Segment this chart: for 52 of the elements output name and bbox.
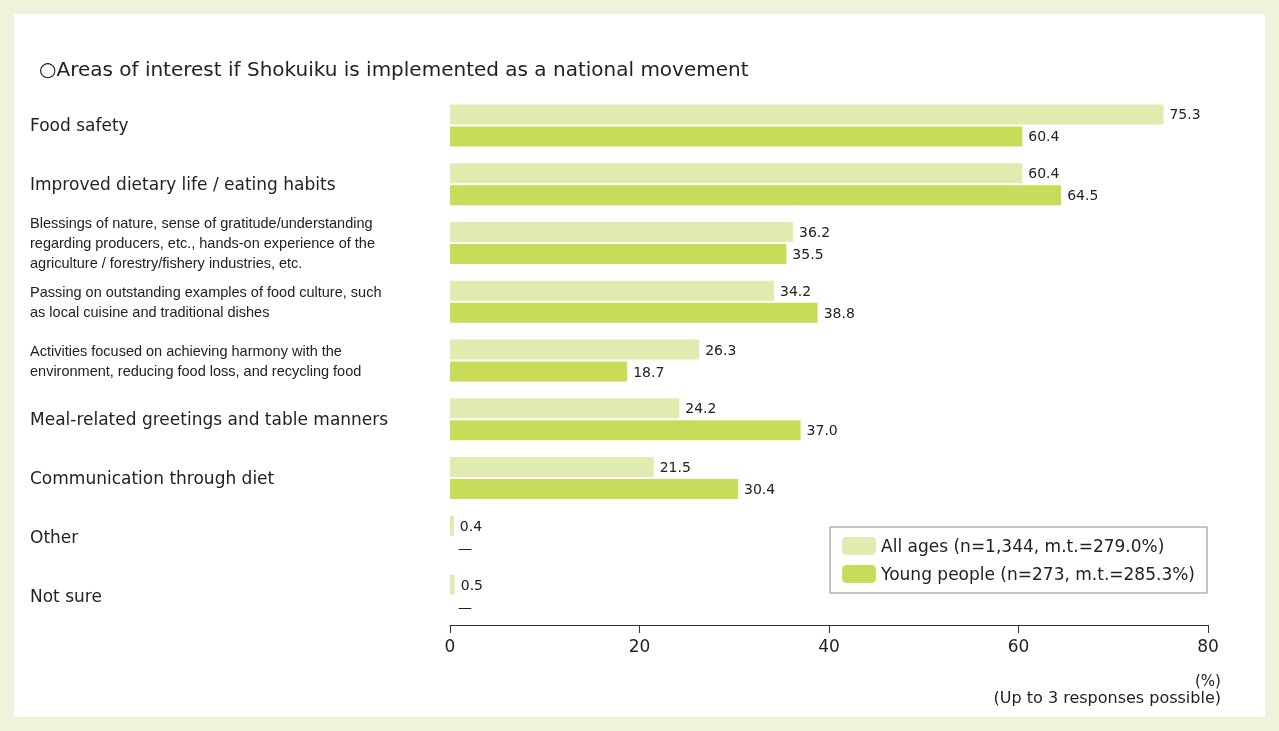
data-label: 36.2	[798, 223, 831, 240]
y-tick-label: Meal-related greetings and table manners	[30, 409, 389, 430]
y-tick-label: Activities focused on achieving harmony with the environment, reducing food loss, and recycling food	[30, 342, 362, 379]
x-axis-title: (%)	[1195, 671, 1221, 690]
y-tick-label: Communication through diet	[30, 468, 275, 489]
data-label: 24.2	[685, 400, 717, 417]
y-tick-label: Passing on outstanding examples of food culture, such as local cuisine and traditional dishes	[30, 283, 382, 320]
data-label: 0.5	[460, 576, 483, 593]
data-label: 60.4	[1028, 128, 1060, 145]
legend-label: Young people (n=273, m.t.=285.3%)	[880, 564, 1195, 584]
bar	[450, 243, 787, 264]
legend-label: All ages (n=1,344, m.t.=279.0%)	[881, 536, 1165, 556]
bar	[450, 126, 1023, 147]
x-tick-label: 80	[1197, 635, 1219, 656]
data-label: 0.4	[459, 517, 483, 534]
text: —	[458, 598, 472, 615]
x-tick-label: 20	[628, 635, 651, 656]
bar	[450, 104, 1164, 125]
bar	[450, 280, 775, 301]
x-tick-label: 0	[444, 635, 456, 656]
bar	[450, 302, 818, 323]
y-tick-label: Improved dietary life / eating habits	[30, 174, 336, 195]
x-tick-label: 40	[818, 635, 840, 656]
bar	[450, 339, 700, 360]
data-label: 37.0	[806, 422, 838, 439]
bar	[450, 361, 628, 382]
bar	[450, 574, 455, 595]
bar	[450, 185, 1062, 206]
data-label: 30.4	[744, 481, 776, 498]
bar	[450, 457, 654, 478]
data-label: 18.7	[633, 363, 665, 380]
data-label: 64.5	[1067, 187, 1099, 204]
data-label: 60.4	[1028, 165, 1060, 182]
bar	[450, 515, 454, 536]
bar	[450, 479, 739, 500]
bar	[450, 420, 801, 441]
x-tick-label: 60	[1007, 635, 1030, 656]
data-label: 35.5	[792, 245, 824, 262]
data-label: 34.2	[780, 282, 812, 299]
chart-title: ○Areas of interest if Shokuiku is implemented as a national movement	[39, 57, 749, 81]
bar	[450, 221, 793, 242]
bar	[450, 163, 1023, 184]
data-label: 38.8	[823, 304, 855, 321]
y-tick-label: Food safety	[30, 115, 129, 136]
data-label: 21.5	[659, 459, 691, 476]
y-tick-label: Blessings of nature, sense of gratitude/understanding regarding producers, etc., hands-on experience of the agriculture / forestry/fishery industries, etc.	[30, 214, 375, 271]
bar	[450, 398, 680, 419]
text: —	[458, 539, 472, 556]
data-label: 26.3	[705, 341, 737, 358]
data-label: 75.3	[1169, 106, 1201, 123]
y-tick-label: Other	[30, 526, 79, 547]
y-tick-label: Not sure	[30, 585, 102, 606]
